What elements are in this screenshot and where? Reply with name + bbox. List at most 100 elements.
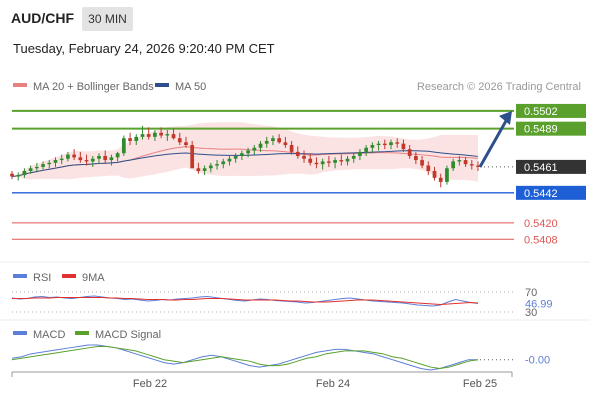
candle [34,162,39,173]
candle-body [469,164,474,166]
resistance-level-label: 0.5502 [524,106,558,118]
candle-body [159,132,163,136]
candle [370,142,375,154]
candle-body [258,143,263,148]
candle-body [445,168,449,182]
candle-body [382,143,387,146]
candle-body [72,154,76,158]
candle [41,161,45,170]
minor-level-label: 0.5408 [524,234,558,246]
candle-body [457,160,462,162]
candle-body [264,140,269,144]
candle [451,158,456,171]
candle [457,155,462,166]
macd-signal-legend-swatch [75,331,89,335]
candle [97,153,101,165]
candle-body [202,168,207,171]
candle [351,153,356,163]
candle [171,128,176,140]
macd-legend-swatch [13,331,27,335]
candle-body [389,142,393,146]
timestamp: Tuesday, February 24, 2026 9:20:40 PM CE… [13,41,275,56]
candle [221,158,226,169]
candle [190,140,195,169]
candle-body [426,165,431,171]
candle [264,136,269,148]
rsi-line [11,295,479,307]
candle [196,162,201,174]
resistance-level-tag [516,121,586,136]
candle-body [240,153,244,156]
candle-body [364,147,369,152]
rsi-ma-legend-swatch [62,274,76,278]
candle-body [451,161,456,169]
candle-body [339,160,344,162]
candle-body [302,155,306,159]
pivot-level-label: 0.5461 [524,162,558,174]
forecast-arrow-head [499,110,512,125]
candle-body [140,134,145,137]
candle [401,139,406,152]
candle [258,140,263,152]
ma50-line [11,150,479,177]
candle [389,139,393,150]
macd-signal-line [11,345,479,370]
candle [84,154,89,166]
candle-body [184,142,188,146]
candle [59,154,64,165]
candle-body [221,161,226,165]
candle-body [358,151,362,156]
resistance-level-label: 0.5489 [524,124,558,136]
candle-body [115,153,120,158]
resistance-level-tag [516,103,586,118]
candle [432,166,437,181]
candle-body [233,155,238,159]
candle [382,139,387,150]
rsi-legend: RSI 9MA [13,272,105,284]
candle [115,151,120,162]
macd-signal-legend-label: MACD Signal [95,329,161,341]
macd-legend-label: MACD [33,329,65,341]
rsi-legend-swatch [13,274,27,278]
macd-panel: -0.00 [11,344,550,371]
bollinger-band [12,122,478,182]
candle [246,147,250,158]
candle [109,154,114,166]
candle-body [438,177,443,182]
interval-button[interactable]: 30 MIN [82,7,133,31]
rsi-legend-label: RSI [33,272,51,284]
candle [426,161,431,176]
candle-body [401,143,406,150]
support-level-tag [516,185,586,200]
candle-body [128,138,132,141]
candle-body [345,158,350,162]
x-tick-label: Feb 22 [133,378,167,390]
ma50-legend-swatch [155,83,169,87]
candle [358,149,362,161]
candle [227,155,232,166]
candle [53,157,58,167]
ma20-legend-swatch [13,83,27,87]
candle-body [34,166,39,169]
candle [153,130,157,141]
candle [240,150,244,161]
x-axis: Feb 22 Feb 24 Feb 25 [11,371,513,390]
candle-body [376,143,381,146]
candle [345,155,350,166]
candle-body [295,151,300,156]
candle-body [432,170,437,178]
ma20-legend-label: MA 20 + Bollinger Bands [33,81,154,93]
candle-body [476,165,480,167]
support-level-label: 0.5442 [524,188,558,200]
candle-body [59,158,64,161]
candle-body [16,175,21,177]
candle-body [333,160,337,163]
candle [103,150,108,163]
candle [364,145,369,156]
candle-body [28,168,33,171]
candle-body [414,155,418,161]
credit-text: Research © 2026 Trading Central [417,81,581,93]
candle-body [215,164,219,166]
candle [28,165,33,174]
